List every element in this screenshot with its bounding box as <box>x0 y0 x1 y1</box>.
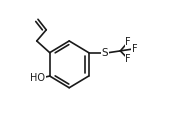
Text: HO: HO <box>30 73 45 83</box>
Text: F: F <box>125 37 131 47</box>
Text: S: S <box>102 48 108 58</box>
Text: F: F <box>132 44 137 54</box>
Text: F: F <box>125 54 131 64</box>
